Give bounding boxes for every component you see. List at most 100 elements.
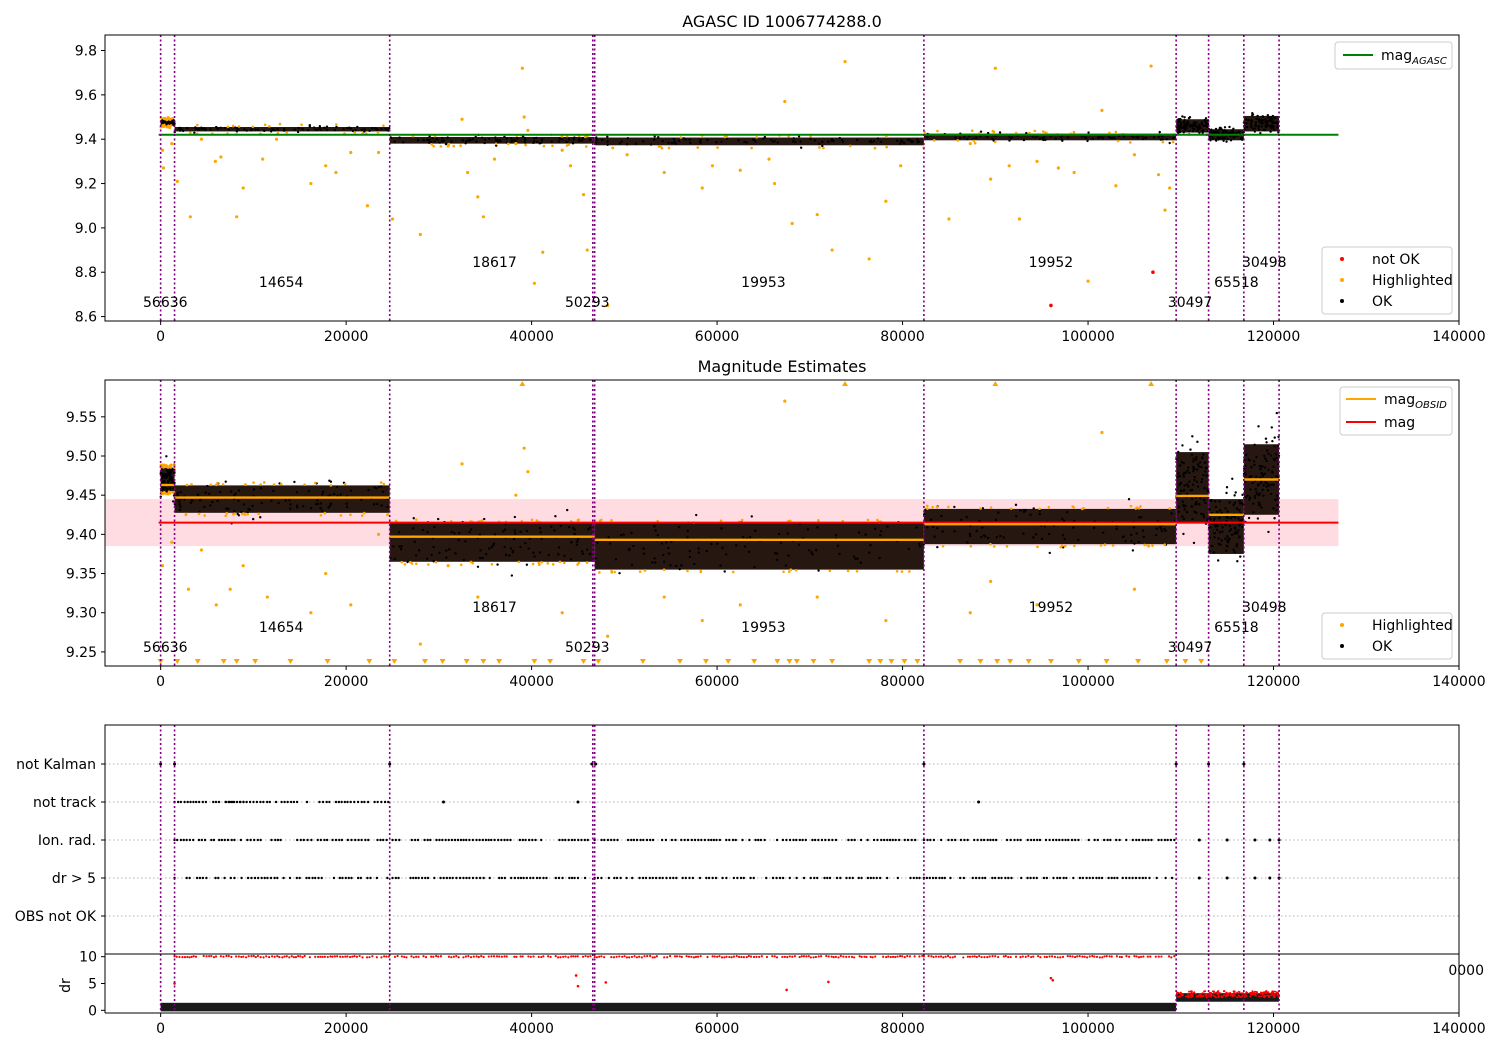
ok-point xyxy=(1213,531,1216,535)
highlighted-point xyxy=(719,519,723,522)
dr-not-ok-point xyxy=(1118,955,1121,959)
flag-point xyxy=(1035,838,1039,842)
ok-point xyxy=(630,531,633,535)
ok-point xyxy=(688,138,691,141)
highlighted-point xyxy=(1028,131,1031,135)
flag-point xyxy=(380,800,383,804)
clipped-low-marker xyxy=(531,659,538,664)
ok-point xyxy=(1184,128,1187,131)
flag-point xyxy=(811,838,814,842)
ok-point xyxy=(1270,117,1274,121)
flag-point xyxy=(468,876,471,880)
ok-point xyxy=(495,139,498,142)
dr-not-ok-point xyxy=(256,954,260,958)
dr-not-ok-point xyxy=(472,955,475,958)
flag-point xyxy=(963,838,966,842)
ok-point xyxy=(1022,138,1026,142)
dr-not-ok-point xyxy=(1186,992,1189,995)
dr-not-ok-point xyxy=(281,956,284,959)
ok-point xyxy=(1190,453,1194,457)
flag-point xyxy=(1157,838,1160,842)
dr-not-ok-point xyxy=(718,955,721,958)
ok-point xyxy=(165,474,168,477)
flag-point xyxy=(328,800,331,804)
ok-point xyxy=(363,130,366,133)
flag-point xyxy=(385,838,388,842)
ok-point xyxy=(737,139,740,142)
ok-point xyxy=(832,139,835,143)
ok-point xyxy=(1237,517,1240,520)
ok-point xyxy=(1032,536,1035,539)
dr-not-ok-point xyxy=(1056,956,1059,959)
ok-point xyxy=(959,136,962,140)
ok-point xyxy=(1193,475,1196,479)
highlighted-point xyxy=(186,587,191,591)
flag-point xyxy=(246,876,250,880)
flag-point xyxy=(651,876,654,880)
ok-point xyxy=(510,574,514,577)
ok-point xyxy=(468,138,471,141)
ok-point xyxy=(512,537,516,541)
dr-not-ok-point xyxy=(353,955,356,958)
dr-not-ok-point xyxy=(301,956,304,959)
ok-point xyxy=(308,123,311,127)
highlighted-point xyxy=(1072,130,1076,134)
highlighted-point xyxy=(782,570,785,574)
flag-point xyxy=(292,800,296,804)
dr-not-ok-point xyxy=(513,955,516,958)
dr-not-ok-point xyxy=(951,956,954,959)
dr-not-ok-point xyxy=(732,955,736,958)
ok-point xyxy=(1015,514,1018,518)
dr-not-ok-point xyxy=(988,955,991,958)
ok-point xyxy=(573,532,576,536)
dr-not-ok-point xyxy=(452,955,456,958)
flag-point xyxy=(940,876,944,880)
flag-point xyxy=(306,838,309,842)
dr-not-ok-point xyxy=(1232,994,1235,997)
ok-point xyxy=(675,564,678,568)
highlighted-point xyxy=(1100,430,1104,435)
ok-point xyxy=(940,514,943,518)
ok-point xyxy=(216,127,220,131)
ok-point xyxy=(547,553,550,557)
dr-not-ok-point xyxy=(574,955,577,958)
highlighted-point xyxy=(866,518,870,522)
highlighted-point xyxy=(1132,587,1137,591)
ok-point xyxy=(618,571,621,575)
dr-not-ok-point xyxy=(1167,955,1171,958)
flag-point xyxy=(195,876,199,880)
ok-point xyxy=(1268,119,1271,123)
highlighted-point xyxy=(750,146,753,150)
highlighted-point xyxy=(415,518,418,521)
flag-point xyxy=(239,838,243,842)
dr-not-ok-point xyxy=(598,955,601,958)
flag-point xyxy=(1009,838,1012,842)
ok-point xyxy=(1236,532,1239,535)
ok-point xyxy=(572,138,575,141)
flag-point xyxy=(1116,876,1119,880)
ok-point xyxy=(791,140,795,143)
dr-not-ok-point xyxy=(1231,992,1234,995)
highlighted-point xyxy=(323,511,327,515)
dr-not-ok-point xyxy=(521,955,524,958)
ok-point xyxy=(1236,560,1239,563)
flag-point xyxy=(1058,838,1061,842)
flag-point xyxy=(931,876,935,880)
flag-point xyxy=(1137,838,1141,842)
flag-point xyxy=(1048,838,1051,842)
flag-point xyxy=(813,876,816,880)
flag-point xyxy=(850,838,853,842)
ok-point xyxy=(1102,531,1105,534)
ok-point xyxy=(243,128,246,131)
flag-point xyxy=(583,838,586,842)
flag-point xyxy=(1144,838,1147,842)
flag-point xyxy=(654,876,658,880)
dr-not-ok-point xyxy=(495,955,499,958)
flag-point xyxy=(173,762,177,766)
flag-point xyxy=(616,838,619,842)
ok-point xyxy=(533,137,536,140)
ok-point xyxy=(652,138,656,141)
dr-not-ok-point xyxy=(845,955,848,958)
flag-point xyxy=(1169,838,1173,842)
ok-point xyxy=(1096,136,1100,139)
